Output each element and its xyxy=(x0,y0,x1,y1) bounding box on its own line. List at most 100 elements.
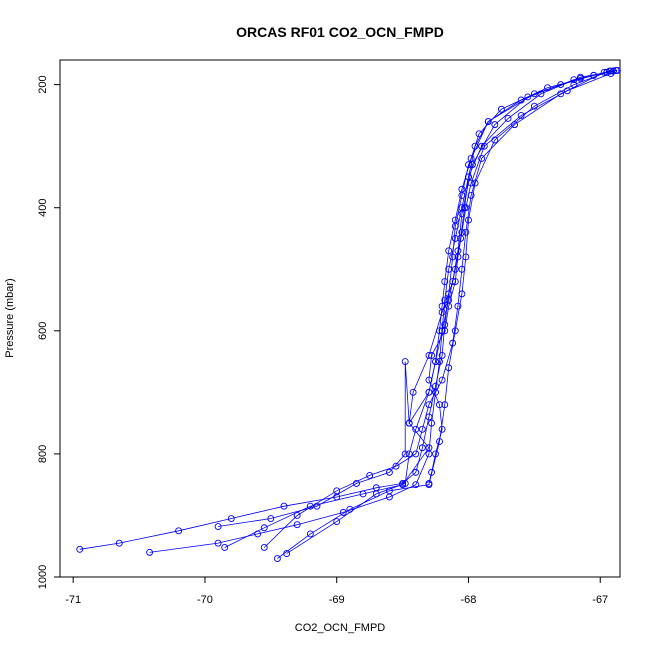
data-point xyxy=(260,524,268,532)
data-point xyxy=(283,550,291,558)
data-point xyxy=(497,105,505,113)
y-axis-label: Pressure (mbar) xyxy=(4,278,16,357)
data-point xyxy=(267,515,275,522)
data-point xyxy=(401,450,409,458)
data-point xyxy=(405,419,413,427)
data-point xyxy=(471,142,479,150)
data-point xyxy=(590,71,598,79)
y-axis: 200 400 600 800 1000 xyxy=(37,75,61,589)
profile-line-1 xyxy=(79,70,618,550)
data-point xyxy=(491,121,499,129)
data-point xyxy=(458,185,466,193)
data-point xyxy=(425,444,433,452)
data-point xyxy=(432,450,439,458)
data-point xyxy=(412,481,420,489)
data-point xyxy=(475,130,483,138)
data-point xyxy=(146,548,154,556)
data-point xyxy=(366,471,374,479)
data-point xyxy=(306,502,314,510)
data-point xyxy=(214,523,222,530)
data-point xyxy=(458,228,466,236)
data-point xyxy=(600,68,608,76)
data-point xyxy=(441,296,449,304)
data-point xyxy=(339,508,347,516)
data-point xyxy=(385,487,393,495)
data-point xyxy=(480,142,488,150)
data-point xyxy=(612,67,620,74)
data-point xyxy=(462,228,470,236)
data-point xyxy=(458,265,466,273)
data-point xyxy=(445,247,453,255)
data-point xyxy=(428,419,436,427)
data-point xyxy=(412,468,420,476)
data-point xyxy=(484,118,492,125)
data-point xyxy=(451,216,459,224)
data-point xyxy=(438,376,446,384)
data-point xyxy=(438,425,446,433)
data-point xyxy=(401,479,409,487)
data-point xyxy=(438,302,446,310)
data-point xyxy=(465,216,472,224)
data-point xyxy=(449,339,457,347)
data-point xyxy=(385,468,393,476)
data-point xyxy=(115,539,123,547)
data-point xyxy=(425,376,433,384)
data-point xyxy=(418,425,426,433)
data-point xyxy=(76,545,84,553)
data-point xyxy=(401,358,409,366)
data-point xyxy=(467,155,475,162)
data-point xyxy=(412,425,420,433)
data-point xyxy=(280,502,288,510)
data-point xyxy=(428,468,436,476)
data-point xyxy=(441,327,449,335)
data-point xyxy=(436,327,443,335)
profile-line-6 xyxy=(218,70,617,527)
x-tick-label: -69 xyxy=(329,594,345,606)
data-point xyxy=(445,265,453,273)
profile-line-7 xyxy=(263,71,605,548)
data-point xyxy=(409,388,417,396)
data-point xyxy=(467,179,475,187)
data-point xyxy=(273,555,281,562)
data-point xyxy=(462,204,470,212)
y-tick-label: 1000 xyxy=(37,565,49,589)
data-point xyxy=(451,265,459,273)
data-point xyxy=(428,351,436,359)
x-tick-label: -70 xyxy=(197,594,213,606)
data-point xyxy=(544,84,551,92)
data-point xyxy=(214,539,222,547)
data-point xyxy=(445,302,453,310)
data-point xyxy=(451,327,459,335)
data-point xyxy=(405,450,413,458)
x-tick-label: -67 xyxy=(592,594,608,606)
y-tick-label: 200 xyxy=(37,75,49,93)
data-point xyxy=(563,87,571,95)
x-tick-label: -68 xyxy=(461,594,477,606)
data-point xyxy=(392,462,400,470)
chart-title: ORCAS RF01 CO2_OCN_FMPD xyxy=(236,24,444,40)
data-point xyxy=(372,490,380,498)
data-point xyxy=(517,111,525,119)
data-point xyxy=(557,90,565,98)
profile-line-3 xyxy=(224,70,614,548)
x-axis: -71 -70 -69 -68 -67 xyxy=(65,576,608,606)
data-point xyxy=(425,401,433,409)
data-point xyxy=(418,444,426,452)
profile-line-5 xyxy=(286,70,614,554)
data-point xyxy=(306,530,314,538)
data-point xyxy=(432,358,439,366)
x-tick-label: -71 xyxy=(65,594,81,606)
data-point xyxy=(451,278,459,286)
profile-line-8 xyxy=(428,73,611,484)
data-point xyxy=(175,527,183,535)
x-axis-label: CO2_OCN_FMPD xyxy=(295,622,386,634)
y-tick-label: 600 xyxy=(37,322,49,340)
data-point xyxy=(577,73,584,81)
data-point xyxy=(436,401,443,409)
data-point xyxy=(441,401,449,409)
data-point xyxy=(478,155,486,162)
data-point xyxy=(425,388,433,396)
data-point xyxy=(412,450,420,458)
data-point xyxy=(454,302,462,310)
data-point xyxy=(260,544,268,551)
